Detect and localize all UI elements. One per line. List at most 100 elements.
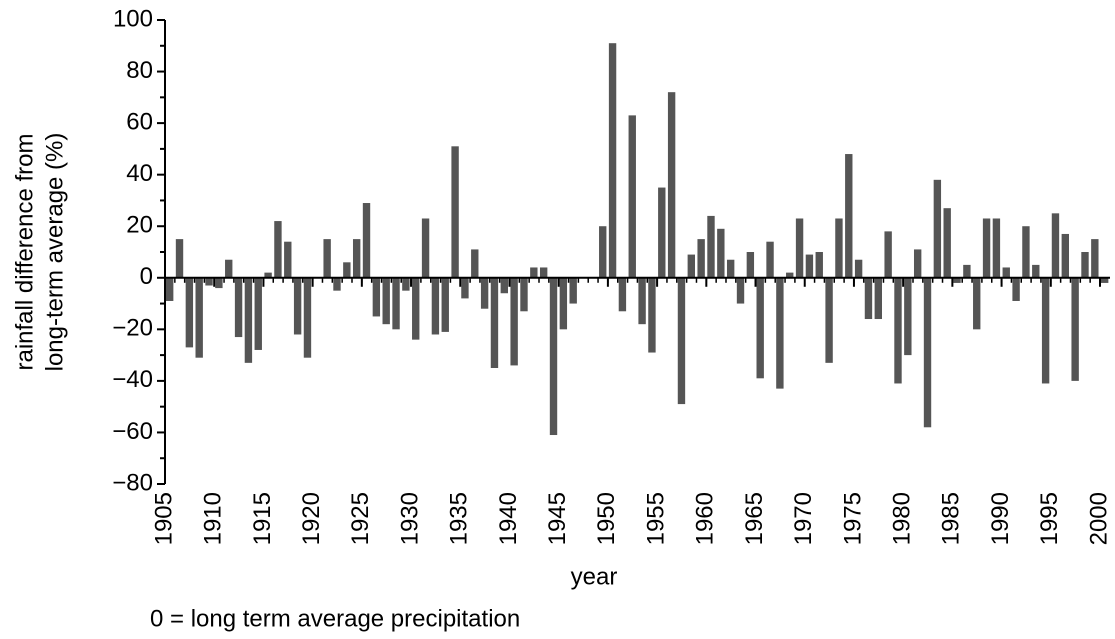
bar <box>431 277 440 335</box>
x-tick-label: 1985 <box>938 492 965 545</box>
y-axis-label: long-term average (%) <box>41 133 68 372</box>
bar <box>352 239 361 278</box>
bar <box>254 277 262 350</box>
y-tick-label: −20 <box>112 315 153 342</box>
bar <box>638 277 646 325</box>
bar <box>471 249 479 278</box>
bar <box>904 277 912 356</box>
x-tick-label: 1920 <box>298 492 325 545</box>
bar <box>1041 277 1050 384</box>
bar <box>461 277 469 299</box>
bar <box>648 277 656 353</box>
note: 0 = long term average precipitation <box>150 605 520 632</box>
bar <box>244 277 253 363</box>
x-tick-label: 1995 <box>1036 492 1063 545</box>
bar <box>697 239 705 278</box>
bar <box>717 228 725 278</box>
bar <box>913 249 922 278</box>
bar <box>795 218 804 278</box>
x-tick-label: 1950 <box>593 492 620 545</box>
bar <box>667 92 676 278</box>
bar <box>746 252 755 278</box>
bar <box>175 239 184 278</box>
bar <box>500 277 508 294</box>
y-tick-label: 100 <box>113 5 153 32</box>
bar <box>392 277 400 330</box>
bar <box>943 208 951 278</box>
y-tick-label: 0 <box>140 263 153 290</box>
bar <box>412 277 420 340</box>
bar <box>205 277 213 286</box>
bar <box>658 187 666 278</box>
x-tick-label: 1935 <box>446 492 473 545</box>
bar <box>451 146 459 278</box>
bar <box>215 277 223 289</box>
bar <box>1032 264 1040 278</box>
x-tick-label: 1970 <box>790 492 817 545</box>
bar <box>1022 226 1030 278</box>
bar <box>1100 277 1109 283</box>
bar <box>225 259 233 278</box>
x-tick-label: 1915 <box>249 492 276 545</box>
bar <box>559 277 568 330</box>
x-tick-label: 1955 <box>642 492 669 545</box>
x-tick-label: 1990 <box>987 492 1014 545</box>
bar <box>825 277 833 363</box>
bar <box>982 218 991 278</box>
bar <box>835 218 843 278</box>
y-tick-label: 20 <box>126 212 153 239</box>
bar <box>284 241 292 278</box>
bar <box>343 262 351 278</box>
bar <box>973 277 981 330</box>
bar <box>726 259 735 278</box>
bar <box>480 277 489 309</box>
bar <box>520 277 528 312</box>
bar <box>618 277 627 312</box>
bar <box>953 277 961 283</box>
bar <box>599 226 607 278</box>
x-tick-label: 1925 <box>347 492 374 545</box>
bar <box>933 179 942 278</box>
bar <box>1012 277 1020 301</box>
bar <box>402 277 410 291</box>
x-tick-label: 1945 <box>544 492 571 545</box>
x-tick-label: 2000 <box>1085 492 1112 545</box>
bar <box>707 215 715 278</box>
bar <box>1081 252 1089 278</box>
bar <box>303 277 312 358</box>
bar <box>549 277 558 436</box>
bar <box>854 259 863 278</box>
y-axis-label: rainfall difference from <box>11 134 38 371</box>
bar <box>1051 213 1060 278</box>
bar <box>293 277 302 335</box>
bar <box>608 43 617 278</box>
bar <box>382 277 390 325</box>
x-axis-label: year <box>571 563 618 590</box>
y-tick-label: −40 <box>112 366 153 393</box>
bar <box>736 277 745 304</box>
bar <box>539 267 548 278</box>
bar <box>1002 267 1010 278</box>
bar <box>776 277 784 389</box>
bar <box>333 277 341 291</box>
bar <box>323 239 331 278</box>
bar <box>441 277 449 332</box>
y-tick-label: −80 <box>112 469 153 496</box>
bar <box>845 154 853 278</box>
bar <box>786 272 794 278</box>
y-tick-label: 60 <box>126 108 153 135</box>
bar <box>510 277 518 366</box>
bar <box>894 277 902 384</box>
bar <box>274 221 282 278</box>
x-tick-label: 1960 <box>692 492 719 545</box>
bar <box>766 241 774 278</box>
x-tick-label: 1910 <box>200 492 227 545</box>
bar <box>490 277 499 368</box>
bar <box>1091 239 1099 278</box>
x-tick-label: 1965 <box>741 492 768 545</box>
bar <box>756 277 764 379</box>
bar <box>1061 233 1069 278</box>
bar <box>864 277 873 320</box>
bar <box>234 277 243 338</box>
